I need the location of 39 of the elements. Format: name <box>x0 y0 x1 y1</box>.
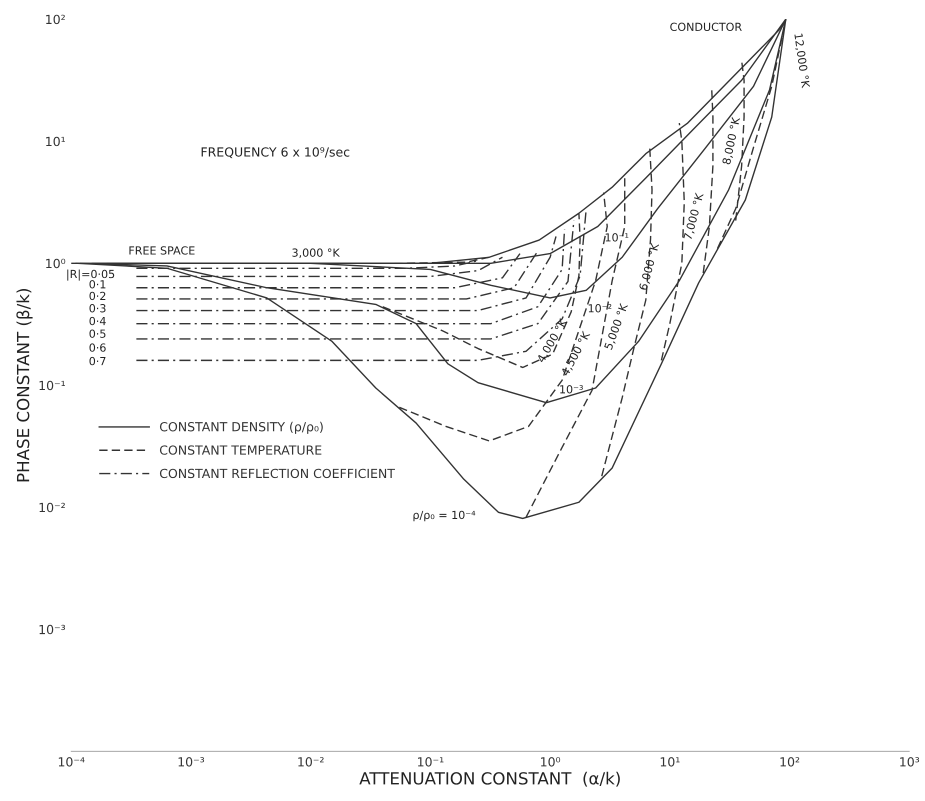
annotation: 0·2 <box>89 292 106 300</box>
annotation: 10⁻³ <box>560 385 583 394</box>
x-tick-label: 10⁻² <box>298 757 324 767</box>
x-tick-label: 10⁻⁴ <box>58 757 85 767</box>
x-tick-label: 10² <box>780 757 800 767</box>
annotation: 0·6 <box>89 343 106 352</box>
annotation: 0·7 <box>89 356 106 366</box>
annotation: CONDUCTOR <box>670 22 742 32</box>
annotation: 10⁻² <box>588 304 612 312</box>
y-tick-label: 10⁻³ <box>40 624 66 634</box>
y-tick-label: 10⁰ <box>46 258 66 268</box>
y-tick-label: 10² <box>46 14 65 24</box>
annotation: 0·3 <box>89 304 106 312</box>
legend-label: CONSTANT REFLECTION COEFFICIENT <box>160 468 395 478</box>
x-axis-title: ATTENUATION CONSTANT (α/k) <box>359 772 620 787</box>
y-axis-title: PHASE CONSTANT (β/k) <box>16 289 33 482</box>
annotation: 8,000 °K <box>722 116 742 165</box>
y-tick-label: 10¹ <box>46 136 65 146</box>
y-tick-label: 10⁻² <box>40 502 65 512</box>
annotation: FREE SPACE <box>129 246 195 255</box>
annotation: ρ/ρ₀ = 10⁻⁴ <box>413 510 476 522</box>
annotation: |R|=0·05 <box>67 270 114 281</box>
y-tick-label: 10⁻¹ <box>40 380 65 390</box>
legend-label: CONSTANT DENSITY (ρ/ρ₀) <box>160 422 323 434</box>
x-tick-label: 10³ <box>900 757 920 767</box>
x-tick-label: 10⁰ <box>541 757 560 767</box>
annotation: 3,000 °K <box>292 248 340 258</box>
x-tick-label: 10¹ <box>660 757 680 767</box>
annotation: 12,000 °K <box>793 34 810 89</box>
annotation: 0·4 <box>89 316 106 326</box>
x-tick-label: 10⁻¹ <box>418 757 444 767</box>
annotation: 7,000 °K <box>683 192 705 240</box>
x-tick-label: 10⁻³ <box>178 757 204 767</box>
annotation: 10⁻¹ <box>606 233 628 242</box>
annotation: 0·5 <box>89 329 106 338</box>
annotation: 6,000 °K <box>638 242 660 291</box>
legend-label: CONSTANT TEMPERATURE <box>160 445 322 455</box>
annotation: FREQUENCY 6 x 10⁹/sec <box>202 147 350 158</box>
annotation: 0·1 <box>89 280 106 289</box>
